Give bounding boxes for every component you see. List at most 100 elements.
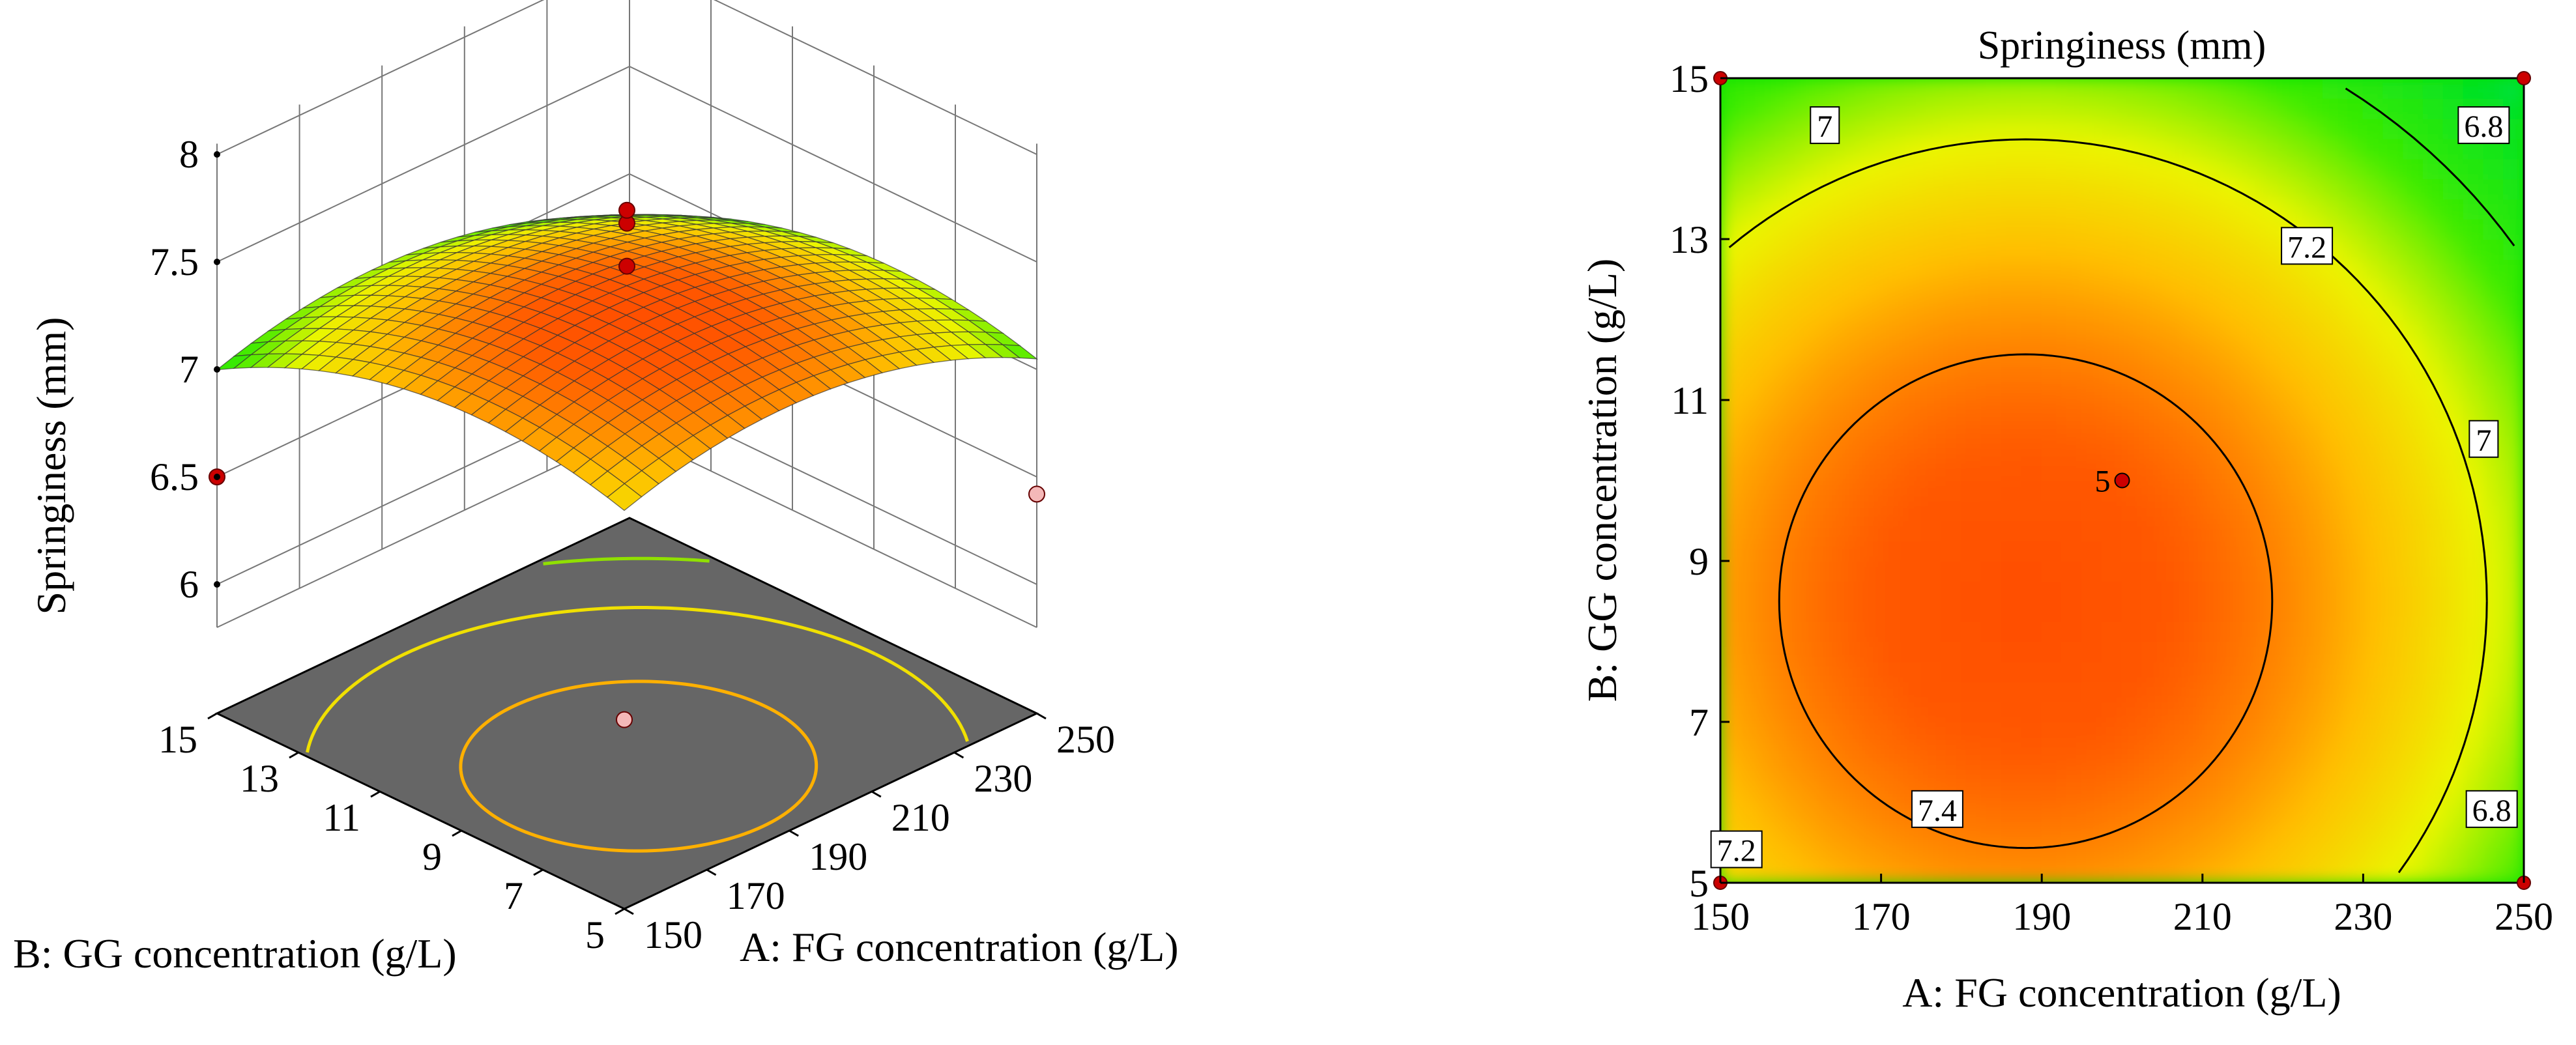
contour-fill-cell	[2201, 137, 2223, 160]
contour-fill-cell	[2162, 419, 2183, 441]
contour-fill-cell	[1980, 600, 2003, 622]
contour-fill-cell	[2141, 560, 2164, 582]
contour-fill-cell	[2101, 238, 2123, 260]
contour-fill-cell	[2121, 620, 2143, 642]
contour-fill-cell	[2221, 158, 2244, 180]
contour-fill-cell	[2001, 178, 2023, 200]
surface-x-axis-label: A: FG concentration (g/L)	[740, 924, 1179, 970]
contour-fill-cell	[1840, 862, 1862, 883]
contour-fill-cell	[2483, 661, 2505, 683]
contour-fill-cell	[2221, 620, 2244, 642]
contour-fill-cell	[1780, 480, 1802, 502]
contour-fill-cell	[1840, 439, 1862, 461]
contour-fill-cell	[2021, 600, 2043, 622]
contour-fill-cell	[1900, 640, 1922, 663]
contour-fill-cell	[1759, 620, 1782, 642]
contour-fill-cell	[2061, 600, 2083, 622]
contour-fill-cell	[2302, 379, 2324, 401]
contour-fill-cell	[2422, 701, 2444, 723]
contour-fill-cell	[2262, 78, 2284, 99]
contour-fill-cell	[1900, 117, 1922, 139]
contour-fill-cell	[1941, 540, 1962, 562]
contour-fill-cell	[2403, 459, 2424, 481]
contour-fill-cell	[2121, 158, 2143, 180]
contour-fill-cell	[1880, 117, 1902, 139]
contour-fill-cell	[1780, 781, 1802, 803]
contour-fill-cell	[2121, 540, 2143, 562]
contour-fill-cell	[2442, 480, 2465, 502]
contour-fill-cell	[2442, 661, 2465, 683]
contour-fill-cell	[1860, 480, 1882, 502]
contour-fill-cell	[2181, 319, 2203, 341]
surface-y-tick-mark	[615, 908, 625, 915]
contour-fill-cell	[2021, 238, 2043, 260]
contour-fill-cell	[1759, 781, 1782, 803]
contour-fill-cell	[2221, 681, 2244, 703]
contour-center-point-label: 5	[2095, 465, 2111, 499]
contour-fill-cell	[2162, 842, 2183, 864]
contour-fill-cell	[2302, 278, 2324, 300]
contour-fill-cell	[1840, 319, 1862, 341]
contour-fill-cell	[2061, 97, 2083, 119]
contour-fill-cell	[1900, 600, 1922, 622]
contour-fill-cell	[2302, 862, 2324, 883]
contour-fill-cell	[2463, 78, 2485, 99]
contour-fill-cell	[1980, 78, 2003, 99]
contour-fill-cell	[1880, 399, 1902, 421]
contour-fill-cell	[2061, 480, 2083, 502]
contour-fill-cell	[2422, 620, 2444, 642]
contour-fill-cell	[2061, 681, 2083, 703]
contour-fill-cell	[2201, 620, 2223, 642]
contour-fill-cell	[2121, 842, 2143, 864]
contour-fill-cell	[2362, 137, 2384, 160]
contour-fill-cell	[1840, 661, 1862, 683]
contour-label-box	[1911, 790, 1963, 828]
contour-fill-cell	[2141, 198, 2164, 220]
contour-fill-cell	[2121, 319, 2143, 341]
contour-fill-cell	[2262, 480, 2284, 502]
contour-fill-cell	[2201, 661, 2223, 683]
contour-fill-cell	[1800, 419, 1822, 441]
contour-fill-cell	[2382, 379, 2405, 401]
surface-floor-contour	[306, 606, 876, 753]
surface-x-tick-label: 150	[644, 913, 702, 956]
contour-fill-cell	[1941, 600, 1962, 622]
contour-fill-cell	[2282, 137, 2304, 160]
contour-fill-cell	[1880, 178, 1902, 200]
contour-fill-cell	[1800, 319, 1822, 341]
contour-fill-cell	[1739, 781, 1761, 803]
contour-fill-cell	[2041, 158, 2063, 180]
contour-fill-cell	[2081, 600, 2103, 622]
contour-fill-cell	[1820, 761, 1842, 783]
contour-fill-cell	[1920, 842, 1943, 864]
contour-fill-cell	[1780, 620, 1802, 642]
contour-fill-cell	[2302, 500, 2324, 522]
contour-fill-cell	[2382, 741, 2405, 763]
contour-fill-cell	[2503, 419, 2524, 441]
contour-fill-cell	[2162, 359, 2183, 381]
contour-fill-cell	[1759, 78, 1782, 99]
contour-fill-cell	[2282, 379, 2304, 401]
contour-fill-cell	[2001, 661, 2023, 683]
contour-fill-cell	[1980, 298, 2003, 321]
contour-fill-cell	[1840, 298, 1862, 321]
contour-fill-cell	[1941, 640, 1962, 663]
contour-fill-cell	[2382, 298, 2405, 321]
contour-fill-cell	[2382, 620, 2405, 642]
surface-x-tick-label: 210	[891, 796, 950, 839]
contour-fill-cell	[2242, 137, 2264, 160]
contour-fill-cell	[2001, 500, 2023, 522]
contour-fill-cell	[2362, 158, 2384, 180]
contour-fill-cell	[2362, 721, 2384, 743]
contour-fill-cell	[2442, 620, 2465, 642]
contour-fill-cell	[2422, 419, 2444, 441]
contour-fill-cell	[1900, 258, 1922, 280]
contour-fill-cell	[2181, 580, 2203, 602]
contour-fill-cell	[2483, 640, 2505, 663]
surface-x-tick-mark	[953, 751, 964, 759]
contour-fill-cell	[2322, 600, 2344, 622]
contour-fill-cell	[1860, 298, 1882, 321]
surface-wall-gridline	[216, 65, 1037, 263]
contour-fill-cell	[2282, 480, 2304, 502]
contour-fill-cell	[2262, 319, 2284, 341]
